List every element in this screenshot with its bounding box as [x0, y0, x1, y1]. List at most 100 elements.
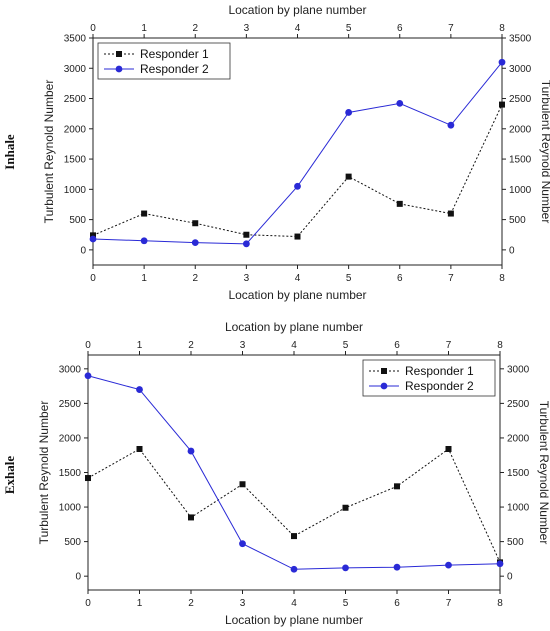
data-point-responder-2: [342, 564, 349, 572]
chart-panel-inhale: Inhale 0 0 1 1 2 2 3 3 4 4 5 5 6 6 7 7 8 8 0 0 500 500 1000 1000…: [2, 3, 550, 302]
y-tick-label-right: 500: [507, 537, 524, 548]
legend-label: Responder 2: [140, 62, 209, 76]
data-point-responder-1: [447, 210, 454, 217]
data-point-responder-1: [85, 475, 91, 482]
y-tick-label-right: 2000: [509, 124, 532, 135]
x-tick-label-bottom: 7: [448, 273, 454, 284]
x-tick-label-bottom: 1: [141, 273, 147, 284]
y-tick-label-left: 500: [69, 215, 86, 226]
x-axis-label-bottom: Location by plane number: [225, 613, 363, 627]
y-tick-label-left: 2000: [64, 124, 87, 135]
y-tick-label-right: 500: [509, 215, 526, 226]
legend-label: Responder 2: [405, 379, 474, 393]
y-tick-label-left: 2000: [59, 433, 82, 444]
x-tick-label-top: 2: [192, 23, 198, 34]
data-point-responder-1: [192, 220, 199, 227]
x-axis-label-top: Location by plane number: [225, 320, 363, 334]
legend-marker-square: [381, 368, 387, 374]
legend-marker-circle: [380, 382, 388, 390]
x-tick-label-bottom: 6: [394, 598, 400, 609]
series-line-2: [92, 61, 503, 245]
y-tick-label-right: 1000: [509, 185, 532, 196]
y-tick-label-left: 3000: [64, 64, 87, 75]
row-label: Exhale: [2, 456, 17, 495]
x-tick-label-top: 1: [137, 340, 143, 351]
legend-marker-square: [116, 51, 122, 57]
y-tick-label-left: 1000: [59, 503, 82, 514]
data-point-responder-1: [136, 446, 143, 452]
x-tick-label-top: 1: [141, 23, 147, 34]
x-tick-label-bottom: 3: [244, 273, 250, 284]
y-tick-label-right: 3000: [509, 64, 532, 75]
y-axis-label-left: Turbulent Reynold Number: [42, 80, 56, 224]
x-tick-label-bottom: 4: [291, 598, 297, 609]
x-tick-label-top: 3: [244, 23, 250, 34]
data-point-responder-2: [136, 386, 143, 393]
x-axis-label-top: Location by plane number: [228, 3, 366, 17]
data-point-responder-2: [393, 563, 401, 571]
data-point-responder-2: [445, 561, 452, 569]
data-point-responder-2: [345, 109, 353, 116]
data-point-responder-1: [445, 446, 452, 452]
y-tick-label-right: 3000: [507, 364, 530, 375]
x-axis-label-bottom: Location by plane number: [228, 288, 366, 302]
y-tick-label-left: 3000: [59, 364, 82, 375]
y-axis-label-right: Turbulent Reynold Number: [537, 401, 550, 545]
legend-box: [362, 359, 496, 397]
y-tick-label-right: 2500: [507, 399, 530, 410]
x-tick-label-top: 6: [394, 340, 400, 351]
data-point-responder-2: [396, 99, 404, 107]
data-point-responder-2: [498, 58, 506, 66]
y-axis-label-right: Turbulent Reynold Number: [539, 80, 550, 224]
legend-box: [97, 42, 231, 80]
x-tick-label-bottom: 7: [446, 598, 452, 609]
x-tick-label-top: 0: [85, 340, 91, 351]
legend-label: Responder 1: [405, 364, 474, 378]
data-point-responder-2: [239, 540, 246, 548]
y-tick-label-left: 3500: [64, 34, 87, 45]
y-tick-label-right: 1000: [507, 503, 530, 514]
x-tick-label-bottom: 1: [137, 598, 143, 609]
data-point-responder-1: [396, 200, 403, 207]
y-tick-label-left: 0: [80, 245, 86, 256]
data-point-responder-1: [394, 483, 400, 490]
legend-label: Responder 1: [140, 47, 209, 61]
y-tick-label-right: 3500: [509, 34, 532, 45]
x-tick-label-top: 3: [240, 340, 246, 351]
y-tick-label-right: 2500: [509, 94, 532, 105]
series-line-2: [87, 375, 501, 570]
x-tick-label-bottom: 0: [90, 273, 96, 284]
data-point-responder-2: [496, 560, 504, 568]
x-tick-label-bottom: 5: [346, 273, 352, 284]
y-tick-label-right: 1500: [509, 155, 532, 166]
data-point-responder-1: [291, 533, 297, 540]
legend-marker-circle: [115, 65, 123, 73]
data-point-responder-1: [239, 481, 246, 488]
data-point-responder-1: [345, 173, 352, 180]
x-tick-label-bottom: 2: [188, 598, 194, 609]
x-tick-label-top: 8: [499, 23, 505, 34]
x-tick-label-bottom: 6: [397, 273, 403, 284]
y-tick-label-right: 1500: [507, 468, 530, 479]
y-tick-label-left: 1000: [64, 185, 87, 196]
x-tick-label-bottom: 4: [295, 273, 301, 284]
x-tick-label-top: 7: [446, 340, 452, 351]
data-point-responder-1: [90, 232, 96, 239]
data-point-responder-1: [294, 233, 301, 240]
series-line-1: [92, 104, 503, 238]
row-label: Inhale: [2, 134, 17, 170]
x-tick-label-top: 6: [397, 23, 403, 34]
x-tick-label-top: 8: [497, 340, 503, 351]
x-tick-label-top: 4: [295, 23, 301, 34]
data-point-responder-2: [242, 240, 250, 248]
data-point-responder-2: [191, 239, 199, 247]
x-tick-label-bottom: 5: [343, 598, 349, 609]
x-tick-label-top: 5: [346, 23, 352, 34]
data-point-responder-1: [243, 231, 250, 238]
y-axis-label-left: Turbulent Reynold Number: [37, 401, 51, 545]
data-point-responder-2: [84, 372, 92, 380]
data-point-responder-1: [342, 504, 349, 511]
x-tick-label-bottom: 2: [192, 273, 198, 284]
